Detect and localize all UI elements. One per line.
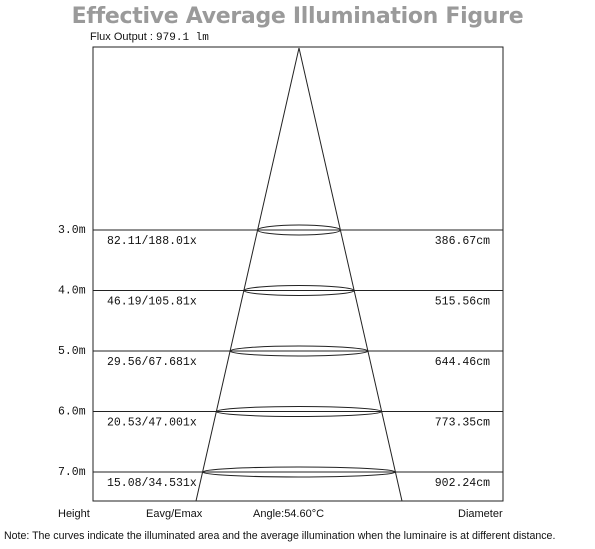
illumination-ring (215, 406, 383, 417)
cone-right-edge (298, 47, 403, 502)
diagram-frame (92, 46, 504, 502)
flux-output-label: Flux Output : (90, 31, 153, 43)
footer-angle-label: Angle:54.60°C (253, 508, 325, 520)
flux-output-value: 979.1 lm (156, 32, 209, 44)
diameter-value: 515.56cm (435, 296, 490, 309)
illumination-value: 20.53/47.001x (107, 417, 197, 430)
diameter-value: 644.46cm (435, 356, 490, 369)
height-label: 5.0m (58, 345, 86, 358)
diameter-value: 386.67cm (435, 235, 490, 248)
footnote: Note: The curves indicate the illuminate… (4, 530, 556, 542)
distance-rows: 3.0m 82.11/188.01x 386.67cm 4.0m 46.19/105.8… (58, 224, 503, 490)
illumination-ring (202, 466, 396, 478)
illumination-ring (257, 224, 341, 236)
diameter-value: 773.35cm (435, 417, 490, 430)
height-label: 3.0m (58, 224, 86, 237)
illumination-ring (229, 345, 369, 357)
footer-illum-label: Eavg/Emax (146, 508, 203, 520)
illumination-value: 46.19/105.81x (107, 296, 197, 309)
height-label: 6.0m (58, 406, 86, 419)
height-label: 7.0m (58, 466, 86, 479)
illumination-value: 15.08/34.531x (107, 477, 197, 490)
illumination-value: 82.11/188.01x (107, 235, 197, 248)
footer-height-label: Height (58, 508, 90, 520)
illumination-value: 29.56/67.681x (107, 356, 197, 369)
figure-title: Effective Average Illumination Figure (71, 4, 524, 29)
flux-output: Flux Output : 979.1 lm (90, 31, 209, 44)
footer-diameter-label: Diameter (458, 508, 503, 520)
cone-left-edge (195, 47, 300, 502)
diameter-value: 902.24cm (435, 477, 490, 490)
height-label: 4.0m (58, 285, 86, 298)
illumination-ring (243, 285, 355, 296)
